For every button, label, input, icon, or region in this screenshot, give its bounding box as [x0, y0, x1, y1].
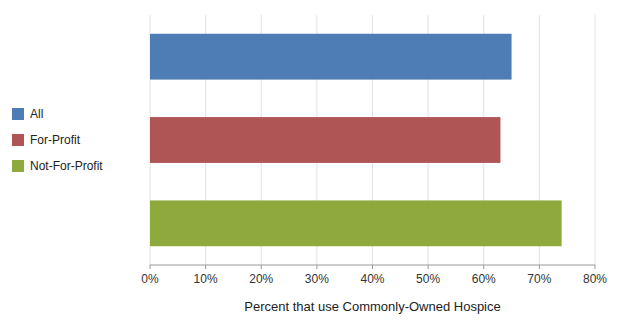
legend: All For-Profit Not-For-Profit: [12, 107, 103, 173]
tick-label: 60%: [472, 272, 496, 286]
bar: [150, 117, 500, 163]
grid: [150, 15, 595, 265]
tick-mark: [261, 265, 262, 269]
legend-swatch: [12, 134, 24, 146]
legend-label: For-Profit: [30, 133, 81, 147]
tick-label: 10%: [194, 272, 218, 286]
tick-label: 0%: [141, 272, 159, 286]
tick-mark: [428, 265, 429, 269]
tick-mark: [595, 265, 596, 269]
tick-mark: [205, 265, 206, 269]
tick-label: 20%: [249, 272, 273, 286]
chart: 0% 10% 20% 30% 40% 50% 60% 70% 80% Percent that u…: [0, 0, 620, 333]
tick-mark: [316, 265, 317, 269]
x-axis: 0% 10% 20% 30% 40% 50% 60% 70% 80%: [141, 265, 607, 286]
tick-mark: [483, 265, 484, 269]
bar: [150, 200, 562, 246]
x-axis-label: Percent that use Commonly-Owned Hospice: [244, 299, 501, 314]
legend-label: All: [30, 107, 43, 121]
legend-label: Not-For-Profit: [30, 159, 103, 173]
tick-mark: [150, 265, 151, 269]
bars: [150, 34, 562, 247]
legend-swatch: [12, 160, 24, 172]
tick-label: 50%: [416, 272, 440, 286]
tick-label: 80%: [583, 272, 607, 286]
tick-label: 40%: [360, 272, 384, 286]
bar: [150, 34, 512, 80]
tick-label: 70%: [527, 272, 551, 286]
tick-mark: [372, 265, 373, 269]
tick-mark: [539, 265, 540, 269]
grid-line: [595, 15, 596, 265]
legend-swatch: [12, 108, 24, 120]
tick-label: 30%: [305, 272, 329, 286]
